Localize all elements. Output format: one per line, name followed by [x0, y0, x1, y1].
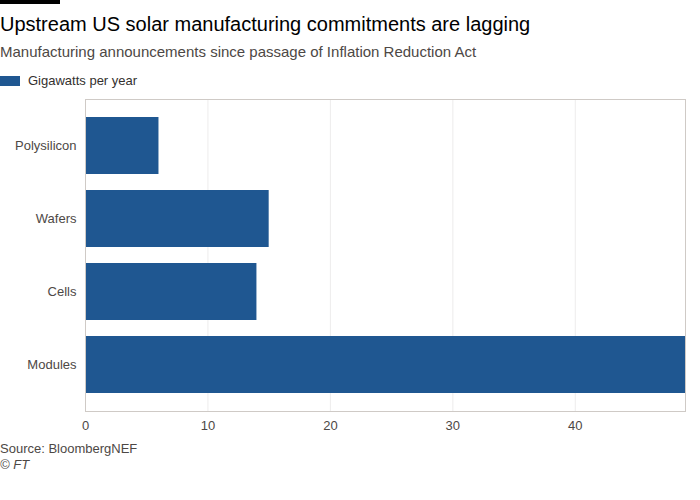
- svg-text:30: 30: [446, 418, 460, 433]
- html-text:Manufacturing announcements si: Manufacturing announcements since passag…: [0, 43, 477, 60]
- html-text:Gigawatts per year: Gigawatts per year: [28, 73, 138, 88]
- svg-text:20: 20: [323, 418, 337, 433]
- svg-text:40: 40: [568, 418, 582, 433]
- svg-text:0: 0: [82, 418, 89, 433]
- html-text:Upstream US solar manufacturin: Upstream US solar manufacturing commitme…: [0, 13, 531, 35]
- svg-text:Polysilicon: Polysilicon: [15, 138, 76, 153]
- svg-text:Wafers: Wafers: [36, 211, 77, 226]
- html-text:Source: BloombergNEF: Source: BloombergNEF: [0, 441, 138, 456]
- svg-text:10: 10: [201, 418, 215, 433]
- html-text:© FT: © FT: [0, 457, 30, 472]
- svg-text:Modules: Modules: [27, 357, 77, 372]
- svg-text:Cells: Cells: [48, 284, 77, 299]
